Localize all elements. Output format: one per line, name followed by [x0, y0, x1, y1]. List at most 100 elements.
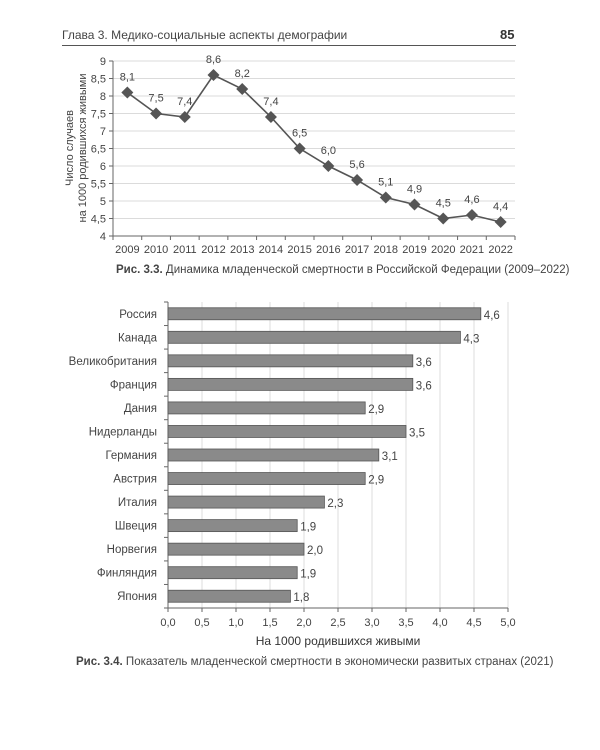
y-tick-label: 9 [100, 56, 106, 68]
data-point-marker [351, 174, 364, 186]
data-label: 4,9 [407, 184, 422, 196]
x-tick-label: 2022 [488, 244, 512, 256]
x-tick-label: 2014 [259, 244, 283, 256]
x-tick-label: 1,0 [228, 617, 243, 629]
data-point-marker [150, 107, 163, 120]
data-point-marker [494, 216, 507, 228]
data-label: 2,9 [368, 404, 384, 416]
data-label: 2,9 [368, 475, 384, 487]
data-point-marker [178, 111, 191, 123]
y-tick-label: 5 [100, 196, 106, 208]
category-label: Германия [105, 450, 157, 462]
x-tick-label: 1,5 [262, 617, 277, 629]
category-label: Нидерланды [89, 426, 157, 438]
data-point-marker [264, 111, 277, 123]
data-label: 4,5 [436, 198, 451, 210]
data-label: 1,9 [300, 522, 316, 534]
y-axis-title: на 1000 родившихся живыми [77, 74, 89, 223]
category-label: Великобритания [69, 356, 157, 368]
category-label: Россия [119, 309, 157, 321]
bar [167, 542, 305, 556]
data-label: 4,4 [493, 201, 508, 213]
y-tick-label: 4,5 [91, 214, 106, 226]
figure-3-4-caption: Рис. 3.4. Показатель младенческой смертн… [76, 656, 554, 668]
header-rule [62, 45, 516, 46]
x-tick-label: 4,0 [432, 617, 447, 629]
x-tick-label: 5,0 [500, 617, 515, 629]
x-tick-label: 0,5 [194, 617, 209, 629]
data-label: 6,5 [292, 128, 307, 140]
bar [167, 519, 298, 533]
data-label: 1,8 [293, 592, 309, 604]
category-label: Канада [118, 332, 158, 344]
data-label: 8,1 [120, 72, 135, 84]
bar [167, 448, 380, 462]
data-point-marker [379, 191, 392, 204]
data-label: 7,4 [263, 96, 278, 108]
data-label: 3,6 [416, 357, 432, 369]
data-label: 5,6 [349, 159, 364, 171]
bar [167, 307, 482, 321]
category-label: Норвегия [107, 544, 157, 556]
category-label: Япония [117, 591, 157, 603]
data-label: 1,9 [300, 569, 316, 581]
data-label: 3,5 [409, 427, 425, 439]
category-label: Швеция [115, 521, 157, 533]
x-tick-label: 2015 [287, 244, 311, 256]
data-point-marker [121, 86, 134, 99]
y-tick-label: 7 [100, 126, 106, 138]
bar [167, 589, 291, 603]
y-tick-label: 7,5 [91, 109, 106, 121]
x-tick-label: 2011 [173, 244, 197, 256]
bar [167, 377, 414, 391]
x-tick-label: 2019 [402, 244, 426, 256]
data-point-marker [322, 160, 335, 172]
data-label: 6,0 [321, 145, 336, 157]
data-label: 3,1 [382, 451, 398, 463]
bar [167, 354, 414, 368]
category-label: Австрия [113, 474, 157, 486]
category-label: Дания [124, 403, 157, 415]
y-tick-label: 6 [100, 161, 106, 173]
y-tick-label: 6,5 [91, 144, 106, 156]
data-label: 5,1 [378, 177, 393, 189]
series-line [126, 73, 501, 223]
y-tick-label: 5,5 [91, 179, 106, 191]
data-label: 7,5 [148, 93, 163, 105]
x-tick-label: 2009 [115, 244, 139, 256]
x-tick-label: 2021 [460, 244, 484, 256]
data-point-marker [408, 198, 421, 211]
figure-title: Показатель младенческой смертности в эко… [125, 656, 554, 668]
x-tick-label: 2,5 [330, 617, 345, 629]
x-tick-label: 2018 [374, 244, 398, 256]
category-label: Франция [110, 379, 157, 391]
figure-title: Динамика младенческой смертности в Росси… [165, 264, 570, 276]
category-label: Финляндия [97, 568, 157, 580]
bar [167, 330, 461, 344]
x-tick-label: 2010 [144, 244, 168, 256]
data-point-marker [207, 69, 220, 81]
data-label: 4,3 [463, 333, 479, 345]
figure-label: Рис. 3.3. [116, 264, 163, 276]
x-tick-label: 2020 [431, 244, 455, 256]
bar [167, 566, 298, 580]
x-tick-label: 2017 [345, 244, 369, 256]
data-label: 4,6 [484, 310, 500, 322]
data-point-marker [293, 142, 306, 155]
x-tick-label: 2012 [201, 244, 225, 256]
data-label: 4,6 [464, 194, 479, 206]
y-axis-title: Число случаев [64, 110, 76, 186]
x-tick-label: 2013 [230, 244, 254, 256]
y-tick-label: 8 [100, 91, 106, 103]
x-tick-label: 4,5 [466, 617, 481, 629]
x-tick-label: 2,0 [296, 617, 311, 629]
page-number: 85 [500, 27, 515, 42]
bar [167, 401, 366, 415]
data-label: 7,4 [177, 96, 192, 108]
bar [167, 495, 325, 509]
data-label: 3,6 [416, 380, 432, 392]
data-label: 2,0 [307, 545, 323, 557]
bar [167, 425, 407, 438]
x-tick-label: 0,0 [160, 617, 175, 629]
